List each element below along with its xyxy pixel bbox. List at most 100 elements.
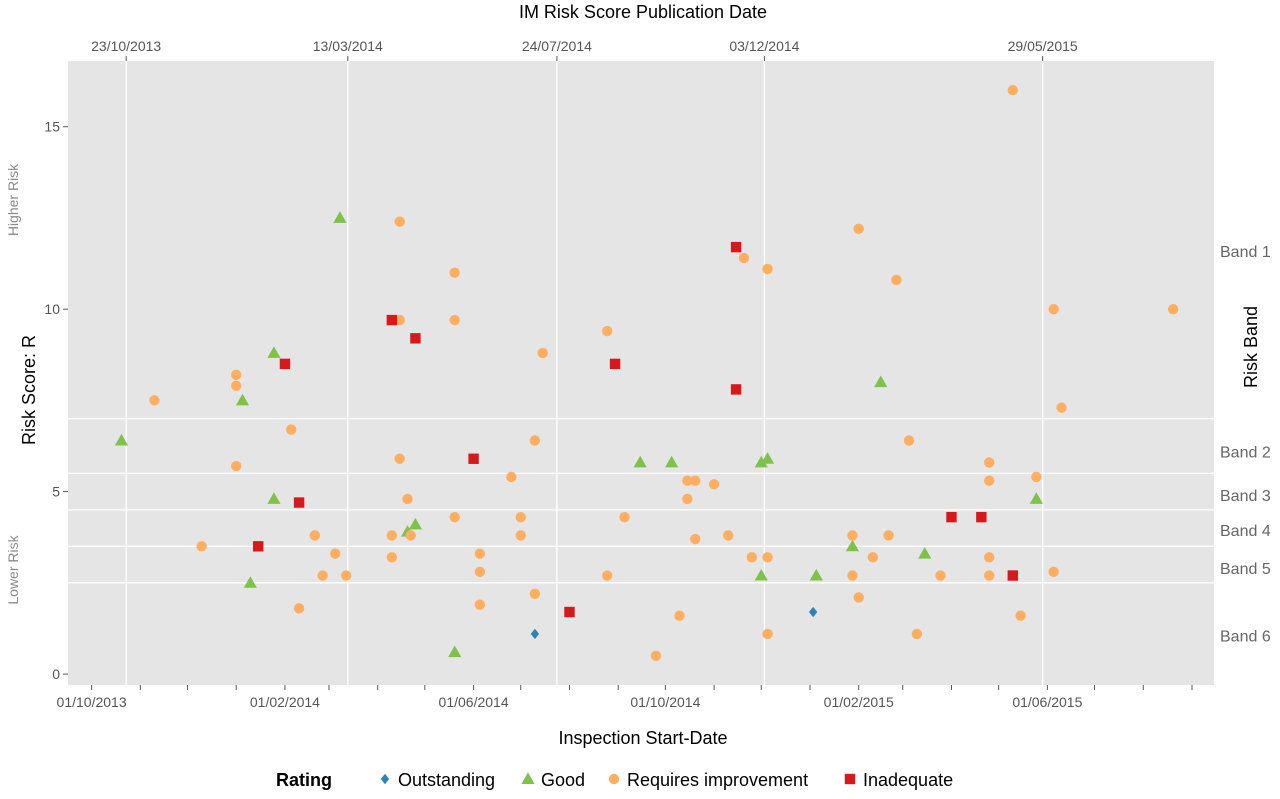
data-point-requires-improvement: [762, 628, 773, 640]
legend-key-inadequate: [844, 773, 856, 785]
data-point-requires-improvement: [529, 435, 541, 446]
data-point-requires-improvement: [762, 552, 773, 563]
grid-lines: [125, 61, 1044, 685]
x-axis-tick-label: 01/10/2014: [630, 694, 700, 710]
data-point-requires-improvement: [1167, 303, 1179, 315]
data-point-requires-improvement: [330, 548, 341, 559]
data-point-inadequate: [1007, 570, 1018, 581]
data-point-requires-improvement: [317, 570, 328, 581]
data-point-requires-improvement: [1031, 471, 1042, 483]
legend-label-inadequate: Inadequate: [863, 770, 953, 790]
legend: Rating Outstanding Good Requires improveme…: [276, 770, 953, 790]
data-point-good: [448, 645, 462, 658]
data-point-requires-improvement: [619, 511, 630, 523]
data-point-good: [845, 539, 860, 552]
data-point-inadequate: [730, 384, 742, 395]
data-point-requires-improvement: [984, 552, 995, 563]
band-label: Band 2: [1220, 444, 1271, 461]
data-point-requires-improvement: [474, 566, 486, 578]
data-point-inadequate: [976, 511, 987, 523]
data-point-requires-improvement: [984, 475, 995, 486]
band-label: Band 4: [1220, 523, 1271, 540]
data-point-requires-improvement: [394, 314, 405, 326]
data-point-requires-improvement: [231, 369, 242, 381]
data-point-inadequate: [730, 241, 742, 253]
data-point-requires-improvement: [1007, 84, 1018, 96]
data-point-good: [633, 455, 647, 468]
data-point-requires-improvement: [935, 570, 946, 581]
y-axis-lower-risk-label: Lower Risk: [5, 534, 21, 604]
y-axis-title: Risk Score: R: [19, 335, 39, 445]
data-point-good: [235, 393, 250, 406]
data-point-requires-improvement: [286, 424, 297, 435]
data-point-requires-improvement: [883, 530, 894, 541]
data-point-requires-improvement: [682, 475, 693, 486]
data-point-requires-improvement: [231, 460, 242, 472]
y-axis-higher-risk-label: Higher Risk: [5, 163, 21, 236]
data-point-requires-improvement: [847, 530, 858, 541]
data-point-requires-improvement: [515, 511, 526, 523]
y-axis-tick-label: 5: [52, 484, 60, 500]
data-point-requires-improvement: [293, 603, 305, 614]
legend-title: Rating: [276, 770, 332, 790]
data-point-requires-improvement: [394, 216, 405, 227]
legend-key-requires-improvement: [608, 773, 620, 785]
data-point-requires-improvement: [903, 435, 915, 446]
data-point-good: [754, 568, 768, 581]
data-point-requires-improvement: [847, 570, 858, 581]
data-point-good: [267, 492, 281, 504]
data-point-good: [267, 346, 281, 358]
data-point-requires-improvement: [529, 588, 541, 599]
data-point-requires-improvement: [682, 493, 693, 505]
axes: 23/10/2013 13/03/2014 24/07/2014 03/12/2014…: [44, 38, 1270, 710]
data-point-requires-improvement: [690, 533, 701, 545]
data-point-inadequate: [293, 497, 305, 508]
data-point-requires-improvement: [449, 267, 460, 278]
data-point-requires-improvement: [738, 252, 750, 264]
data-point-requires-improvement: [231, 380, 242, 391]
data-point-requires-improvement: [891, 274, 902, 286]
y-axis-tick-label: 10: [44, 301, 60, 317]
data-point-requires-improvement: [984, 457, 995, 468]
data-point-requires-improvement: [506, 471, 517, 483]
data-point-requires-improvement: [984, 570, 995, 581]
data-point-requires-improvement: [386, 530, 398, 541]
data-point-requires-improvement: [309, 530, 321, 541]
band-label: Band 1: [1220, 244, 1271, 261]
x-axis-tick-label: 01/06/2015: [1012, 694, 1082, 710]
data-point-good: [754, 455, 768, 468]
top-axis-tick-label: 03/12/2014: [729, 38, 799, 54]
band-label: Band 5: [1220, 561, 1271, 578]
data-point-requires-improvement: [746, 552, 758, 563]
data-point-requires-improvement: [723, 530, 734, 541]
data-point-requires-improvement: [911, 628, 923, 640]
data-point-requires-improvement: [690, 475, 701, 486]
data-point-inadequate: [253, 541, 264, 552]
data-point-requires-improvement: [394, 453, 405, 464]
data-point-requires-improvement: [341, 570, 352, 581]
legend-key-outstanding: [380, 773, 390, 785]
data-point-good: [1029, 492, 1043, 504]
legend-label-requires-improvement: Requires improvement: [627, 770, 808, 790]
data-point-requires-improvement: [402, 493, 413, 505]
data-point-outstanding: [808, 606, 818, 618]
plot-panel: [68, 61, 1214, 685]
top-axis-tick-label: 13/03/2014: [313, 38, 383, 54]
legend-label-outstanding: Outstanding: [398, 770, 495, 790]
data-point-requires-improvement: [602, 570, 613, 581]
data-point-requires-improvement: [149, 395, 160, 406]
y-axis-tick-label: 15: [44, 119, 60, 135]
risk-band-axis-title: Risk Band: [1241, 306, 1261, 388]
data-point-requires-improvement: [867, 552, 879, 563]
legend-label-good: Good: [541, 770, 585, 790]
x-axis-tick-label: 01/02/2015: [824, 694, 894, 710]
data-point-requires-improvement: [1048, 303, 1059, 315]
data-point-good: [760, 452, 775, 464]
data-point-good: [243, 576, 257, 588]
data-point-requires-improvement: [853, 592, 864, 603]
data-point-requires-improvement: [196, 541, 207, 552]
data-point-inadequate: [468, 453, 479, 464]
data-point-inadequate: [564, 606, 575, 618]
